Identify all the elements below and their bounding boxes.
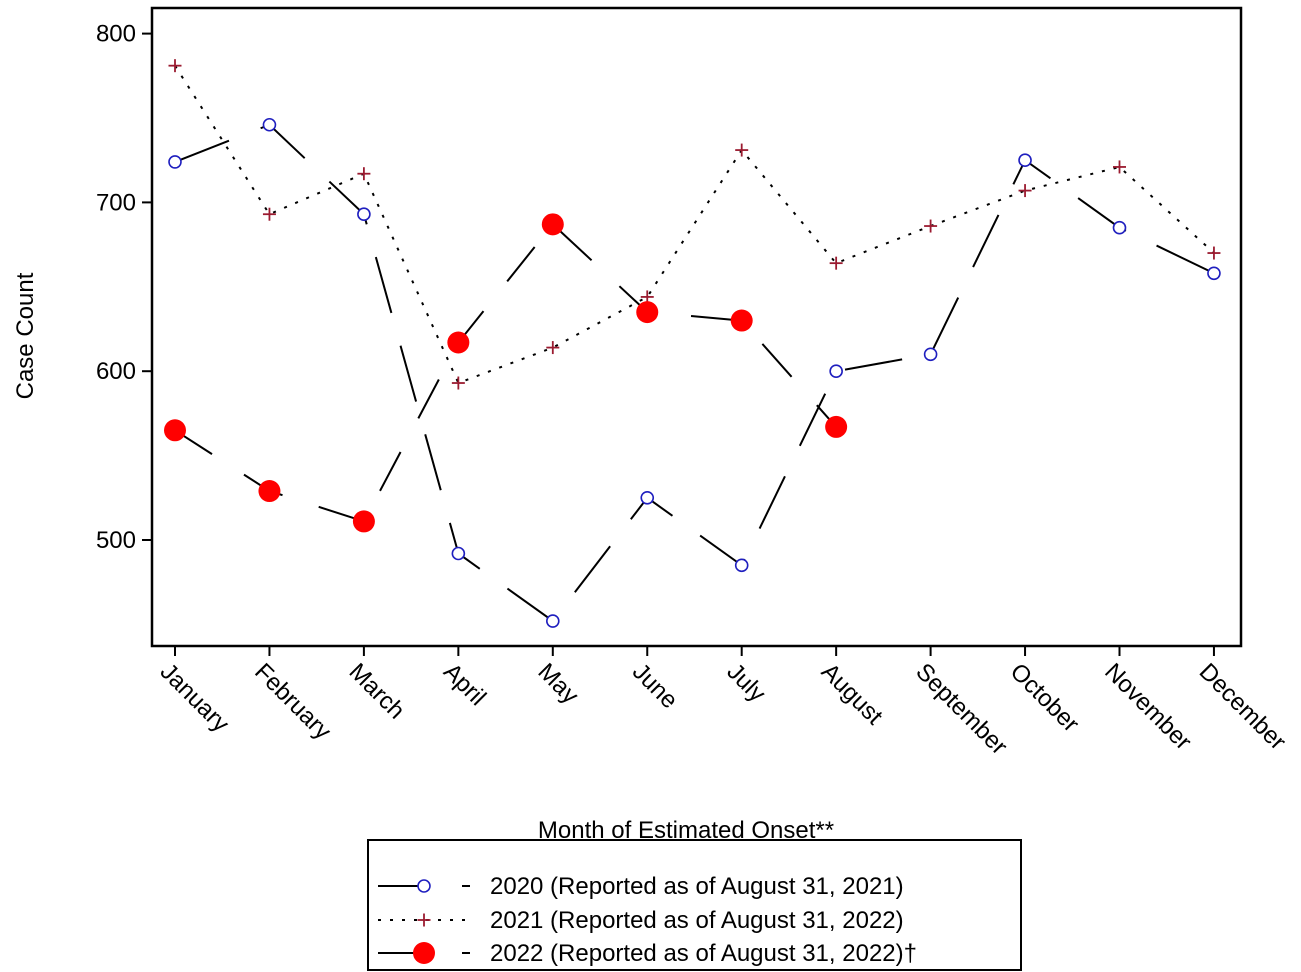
series-2-point bbox=[262, 207, 276, 221]
plot-area-frame bbox=[150, 6, 1243, 648]
series-1-point bbox=[640, 490, 655, 505]
y-axis: 500 600 700 800 bbox=[96, 21, 152, 554]
series-2-point bbox=[829, 256, 843, 270]
y-tick-label: 600 bbox=[96, 358, 136, 385]
series-1-point bbox=[545, 614, 560, 628]
y-tick-label: 700 bbox=[96, 189, 136, 216]
y-tick-label: 500 bbox=[96, 527, 136, 554]
legend-swatch bbox=[378, 913, 470, 927]
series-1-point bbox=[357, 207, 371, 222]
series-2-point bbox=[1113, 160, 1126, 174]
series-1-point bbox=[262, 117, 277, 132]
series-3-point bbox=[447, 331, 470, 354]
series-1-point bbox=[829, 364, 843, 379]
series-1-point bbox=[734, 558, 749, 573]
legend-swatch bbox=[378, 942, 470, 964]
series-3-point bbox=[352, 510, 375, 533]
legend-frame bbox=[367, 839, 1022, 971]
series-lines bbox=[174, 65, 1215, 623]
series-2-point bbox=[357, 167, 371, 181]
legend-entry-1: 2020 (Reported as of August 31, 2021) bbox=[378, 873, 904, 900]
series-line-1 bbox=[174, 123, 1215, 623]
series-3-point bbox=[825, 415, 848, 438]
legend-label: 2022 (Reported as of August 31, 2022)† bbox=[490, 940, 917, 967]
series-3-point bbox=[258, 480, 281, 503]
series-2-point bbox=[168, 59, 182, 73]
series-2-point bbox=[735, 143, 749, 157]
legend-entry-2: 2021 (Reported as of August 31, 2022) bbox=[378, 907, 904, 934]
series-1-point bbox=[923, 347, 938, 362]
series-3-point bbox=[541, 213, 564, 236]
series-1-point bbox=[1207, 266, 1221, 281]
series-2-point bbox=[1207, 246, 1221, 260]
series-3-point bbox=[164, 419, 186, 442]
y-axis-title: Case Count bbox=[12, 272, 39, 399]
series-3-point bbox=[636, 301, 659, 324]
legend: 2020 (Reported as of August 31, 2021) 202… bbox=[367, 839, 1022, 971]
legend-marker bbox=[417, 913, 431, 927]
series-3-point bbox=[730, 309, 753, 332]
legend-entry-3: 2022 (Reported as of August 31, 2022)† bbox=[378, 940, 917, 967]
series-1-point bbox=[1018, 153, 1032, 167]
series-2-point bbox=[1018, 184, 1032, 198]
y-tick-label: 800 bbox=[96, 21, 136, 48]
series-1-point bbox=[451, 546, 466, 561]
series-1-point bbox=[1112, 220, 1127, 235]
series-2-point bbox=[546, 341, 560, 355]
legend-label: 2021 (Reported as of August 31, 2022) bbox=[490, 907, 904, 934]
legend-label: 2020 (Reported as of August 31, 2021) bbox=[490, 873, 904, 900]
legend-marker bbox=[417, 879, 431, 893]
series-2-point bbox=[924, 219, 938, 233]
legend-swatch bbox=[378, 879, 470, 893]
series-markers bbox=[164, 59, 1221, 628]
series-line-3 bbox=[174, 222, 837, 523]
legend-marker bbox=[413, 942, 435, 964]
series-2-point bbox=[451, 376, 465, 390]
series-1-point bbox=[168, 155, 182, 169]
